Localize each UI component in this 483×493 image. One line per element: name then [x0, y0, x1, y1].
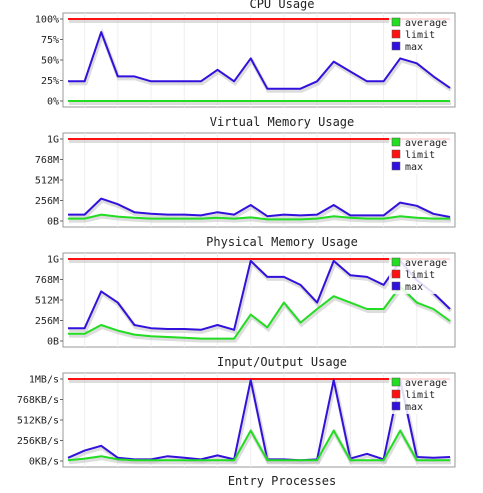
y-tick-label: 256M	[35, 196, 59, 207]
series-shadow-max	[69, 198, 452, 221]
y-tick-label: 256M	[35, 316, 59, 327]
y-tick-label: 0B	[47, 337, 59, 348]
y-tick-label: 0%	[47, 97, 59, 108]
series-line-max	[68, 259, 451, 331]
series-line-average	[68, 213, 450, 221]
legend-swatch-average	[391, 377, 401, 387]
legend-label-limit: limit	[405, 270, 435, 281]
chart-title: Input/Output Usage	[217, 355, 347, 369]
y-tick-label: 512M	[35, 296, 59, 307]
y-tick-label: 1G	[47, 255, 59, 266]
y-tick-label: 75%	[41, 35, 59, 46]
y-tick-label: 0KB/s	[29, 457, 59, 468]
chart-panel-1: Virtual Memory Usage 1G 768M 512M 256M 0B aver…	[35, 115, 456, 228]
legend-label-limit: limit	[405, 150, 435, 161]
legend-label-average: average	[405, 378, 447, 389]
chart-title: CPU Usage	[249, 0, 314, 11]
chart-panel-2: Physical Memory Usage 1G 768M 512M 256M 0B ave…	[35, 235, 456, 348]
y-tick-label: 512KB/s	[17, 416, 59, 427]
y-tick-label: 256KB/s	[17, 436, 59, 447]
series-line-average	[67, 429, 450, 462]
y-tick-label: 100%	[35, 15, 59, 26]
legend-swatch-max	[391, 401, 401, 411]
series-line-max	[68, 31, 451, 90]
legend-label-limit: limit	[405, 30, 435, 41]
series-line-average	[68, 285, 451, 340]
series-line-max	[68, 197, 451, 218]
y-tick-label: 0B	[47, 217, 59, 228]
legend-swatch-average	[391, 17, 401, 27]
y-tick-label: 768M	[35, 155, 59, 166]
legend-label-limit: limit	[405, 390, 435, 401]
y-tick-label: 25%	[41, 76, 59, 87]
legend-label-average: average	[405, 138, 447, 149]
legend-label-max: max	[405, 42, 423, 53]
legend-swatch-limit	[391, 149, 401, 159]
chart-title: Virtual Memory Usage	[210, 115, 355, 129]
legend-label-max: max	[405, 282, 423, 293]
y-tick-label: 768M	[35, 275, 59, 286]
y-tick-label: 768KB/s	[17, 395, 59, 406]
y-tick-label: 50%	[41, 56, 59, 67]
y-tick-label: 1G	[47, 135, 59, 146]
legend-label-max: max	[405, 162, 423, 173]
chart-panel-3: Input/Output Usage 1MB/s 768KB/s 512KB/s 256…	[17, 355, 456, 468]
legend-label-average: average	[405, 258, 447, 269]
legend-swatch-max	[391, 281, 401, 291]
legend-swatch-average	[391, 257, 401, 267]
series-shadow-average	[69, 214, 451, 224]
y-tick-label: 512M	[35, 176, 59, 187]
legend-swatch-limit	[391, 29, 401, 39]
legend-label-max: max	[405, 402, 423, 413]
legend-swatch-limit	[391, 389, 401, 399]
legend-swatch-average	[391, 137, 401, 147]
chart-title: Physical Memory Usage	[206, 235, 358, 249]
legend-swatch-max	[391, 41, 401, 51]
legend-swatch-limit	[391, 269, 401, 279]
y-tick-label: 1MB/s	[29, 375, 59, 386]
legend-swatch-max	[391, 161, 401, 171]
bottom-section-title: Entry Processes	[228, 474, 336, 488]
legend-label-average: average	[405, 18, 447, 29]
